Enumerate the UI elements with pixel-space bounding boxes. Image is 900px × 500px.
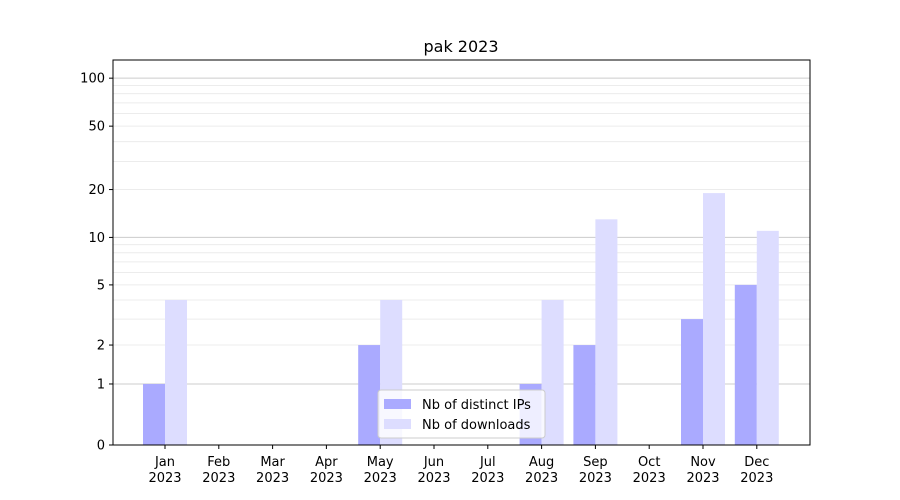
- x-tick-label-year: 2023: [633, 471, 666, 486]
- x-tick-label-year: 2023: [202, 471, 235, 486]
- bar: [358, 345, 381, 445]
- y-tick-label: 100: [80, 72, 105, 87]
- x-tick-label-year: 2023: [740, 471, 773, 486]
- x-tick-label-year: 2023: [525, 471, 558, 486]
- bar: [541, 299, 564, 445]
- y-tick-label: 50: [88, 120, 105, 135]
- legend-box: [377, 389, 546, 439]
- x-tick-label-year: 2023: [148, 471, 181, 486]
- bar: [165, 299, 187, 445]
- y-tick-label: 5: [97, 278, 105, 293]
- x-tick-label-year: 2023: [256, 471, 289, 486]
- x-tick-label-month: Feb: [207, 455, 230, 470]
- x-tick-label-month: May: [367, 455, 394, 470]
- x-tick-label-year: 2023: [417, 471, 450, 486]
- x-tick-label-year: 2023: [364, 471, 397, 486]
- x-tick-label-month: Dec: [744, 455, 769, 470]
- legend-label: Nb of distinct IPs: [422, 398, 531, 413]
- bar: [681, 319, 703, 445]
- x-tick-label-year: 2023: [686, 471, 719, 486]
- x-tick-label-month: Aug: [529, 455, 554, 470]
- y-axis: 0 1 2 5 10 20 50 100: [80, 72, 113, 454]
- x-axis: Jan2023Feb2023Mar2023Apr2023May2023Jun20…: [148, 445, 773, 486]
- y-tick-label: 20: [88, 183, 105, 198]
- y-tick-label: 0: [97, 439, 105, 454]
- x-tick-label-month: Nov: [690, 455, 716, 470]
- bar: [703, 193, 725, 445]
- x-tick-label-month: Mar: [260, 455, 285, 470]
- x-tick-label-month: Jul: [479, 455, 496, 470]
- y-tick-label: 10: [88, 231, 105, 246]
- bar: [756, 230, 779, 445]
- y-tick-label: 1: [97, 377, 105, 392]
- y-tick-label: 2: [97, 339, 105, 354]
- x-tick-label-year: 2023: [579, 471, 612, 486]
- bar: [143, 383, 165, 445]
- x-tick-label-year: 2023: [310, 471, 343, 486]
- bar: [573, 345, 596, 445]
- x-tick-label-month: Jan: [154, 455, 175, 470]
- x-tick-label-month: Apr: [315, 455, 338, 470]
- chart-title: pak 2023: [423, 37, 498, 56]
- x-tick-label-month: Jun: [423, 455, 444, 470]
- x-tick-label-year: 2023: [471, 471, 504, 486]
- bar: [595, 219, 618, 445]
- legend-swatch: [384, 419, 411, 429]
- legend: Nb of distinct IPs Nb of downloads: [377, 389, 546, 439]
- legend-label: Nb of downloads: [422, 418, 531, 433]
- x-tick-label-month: Sep: [583, 455, 608, 470]
- x-tick-label-month: Oct: [638, 455, 660, 470]
- legend-swatch: [384, 399, 411, 409]
- bar: [734, 284, 757, 445]
- plot-frame: [112, 59, 811, 446]
